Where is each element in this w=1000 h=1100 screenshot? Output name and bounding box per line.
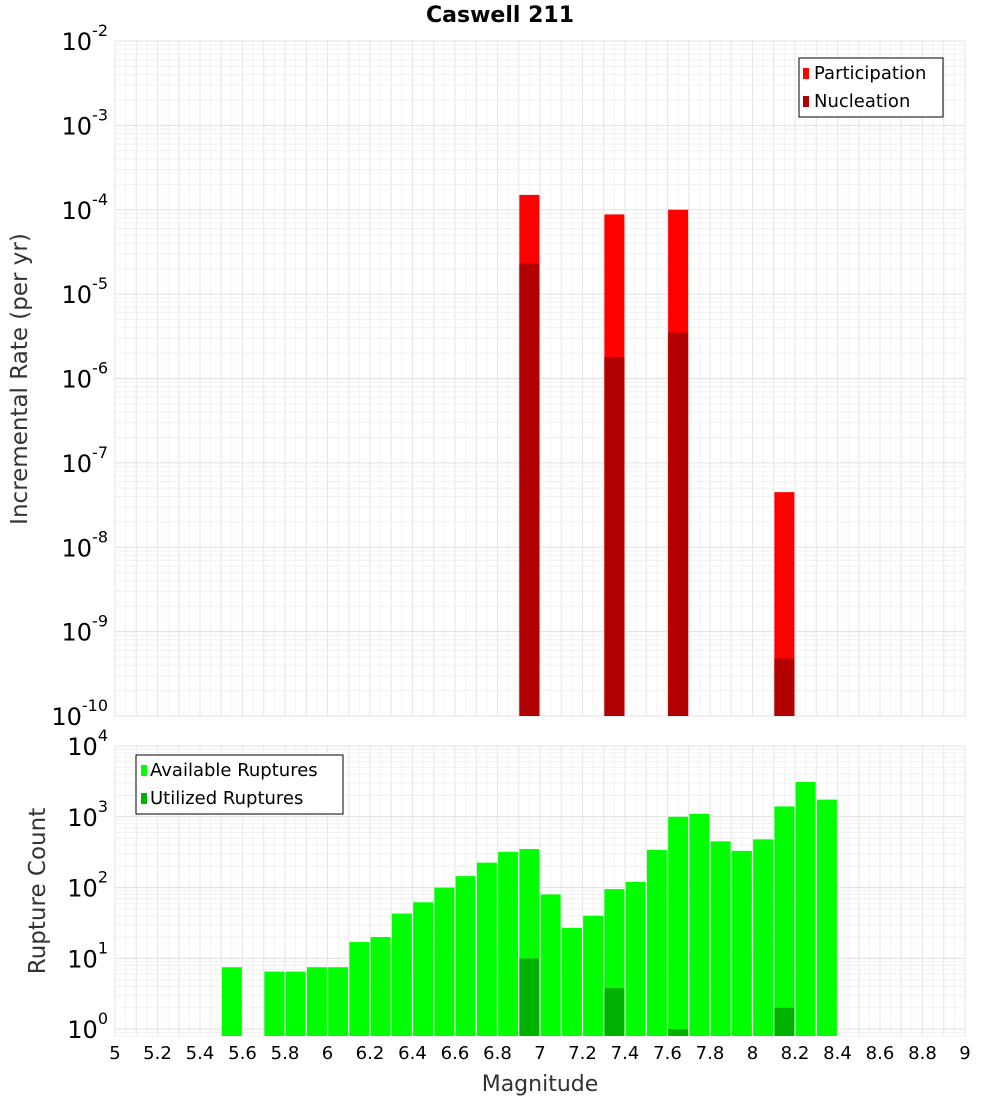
y-tick-label: 10-9 (62, 612, 109, 647)
bottom-available-ruptures-bar (498, 851, 519, 1036)
x-tick-label: 7.8 (696, 1043, 725, 1064)
bottom-y-tick-labels: 100 101 102 103 104 (67, 726, 108, 1044)
y-tick-label: 104 (67, 726, 108, 761)
top-nucleation-bar (519, 263, 540, 716)
bottom-available-ruptures-bar (646, 849, 667, 1036)
x-tick-label: 5 (109, 1043, 120, 1064)
x-tick-label: 7.4 (611, 1043, 640, 1064)
x-tick-label: 6.2 (356, 1043, 385, 1064)
available-legend-label: Available Ruptures (150, 760, 318, 781)
top-y-axis-label: Incremental Rate (per yr) (7, 233, 33, 525)
bottom-available-ruptures-bar (285, 971, 306, 1036)
bottom-available-ruptures-bar (306, 967, 327, 1036)
bottom-available-ruptures-bar (264, 971, 285, 1036)
bottom-available-ruptures-bar (625, 881, 646, 1036)
x-tick-label: 5.8 (271, 1043, 300, 1064)
y-tick-label: 103 (67, 797, 108, 832)
bottom-utilized-ruptures-bar (668, 1029, 689, 1036)
bottom-panel: 100 101 102 103 104 5 5.2 5.4 5.6 5.8 6 6.2 6.4 6.6 6… (25, 726, 971, 1097)
x-tick-label: 6.4 (398, 1043, 427, 1064)
x-tick-label: 5.2 (143, 1043, 172, 1064)
utilized-legend-label: Utilized Ruptures (150, 788, 303, 809)
bottom-available-ruptures-bar (328, 967, 349, 1036)
participation-legend-swatch (803, 68, 809, 79)
x-tick-label: 6.6 (441, 1043, 470, 1064)
bottom-available-ruptures-bar (583, 915, 604, 1036)
bottom-available-ruptures-bar (689, 813, 710, 1036)
participation-legend-label: Participation (814, 63, 926, 84)
x-tick-label: 8.8 (908, 1043, 937, 1064)
bottom-available-ruptures-bar (370, 937, 391, 1036)
bottom-utilized-ruptures-bar (774, 1007, 795, 1036)
bottom-available-ruptures-bar (816, 799, 837, 1036)
bottom-available-ruptures-bar (753, 839, 774, 1036)
nucleation-legend-label: Nucleation (814, 91, 910, 112)
x-tick-label: 8 (747, 1043, 758, 1064)
x-tick-labels: 5 5.2 5.4 5.6 5.8 6 6.2 6.4 6.6 6.8 7 7.2 7.4 7.6 7.8 8… (109, 1043, 970, 1064)
top-nucleation-bar (604, 356, 625, 716)
x-tick-label: 7.6 (653, 1043, 682, 1064)
x-tick-label: 7 (534, 1043, 545, 1064)
bottom-available-ruptures-bar (476, 862, 497, 1036)
bottom-available-ruptures-bar (434, 887, 455, 1036)
bottom-available-ruptures-bar (349, 942, 370, 1036)
y-tick-label: 10-3 (62, 105, 109, 140)
y-tick-label: 10-8 (62, 527, 109, 562)
y-tick-label: 10-5 (62, 274, 109, 309)
x-tick-label: 8.4 (823, 1043, 852, 1064)
bottom-available-ruptures-bar (540, 894, 561, 1036)
utilized-legend-swatch (141, 793, 147, 804)
x-tick-label: 5.6 (228, 1043, 257, 1064)
y-tick-label: 10-7 (62, 443, 109, 478)
bottom-utilized-ruptures-bar (519, 958, 540, 1036)
bottom-available-ruptures-bar (455, 876, 476, 1036)
bottom-legend-box (135, 754, 344, 815)
y-tick-label: 101 (67, 938, 108, 973)
available-legend-swatch (141, 765, 147, 776)
x-tick-label: 5.4 (186, 1043, 215, 1064)
bottom-available-ruptures-bar (710, 841, 731, 1036)
bottom-utilized-ruptures-bar (604, 988, 625, 1036)
x-tick-label: 9 (959, 1043, 970, 1064)
bottom-available-ruptures-bar (731, 850, 752, 1036)
top-panel: 10-10 10-9 10-8 10-7 10-6 10-5 10-4 10-3 10-2 In… (7, 21, 966, 731)
chart-title: Caswell 211 (426, 3, 574, 28)
y-tick-label: 102 (67, 868, 108, 903)
top-legend-box (798, 57, 944, 118)
x-tick-label: 8.6 (866, 1043, 895, 1064)
bottom-available-ruptures-bar (668, 816, 689, 1036)
y-tick-label: 10-6 (62, 359, 109, 394)
x-tick-label: 8.2 (781, 1043, 810, 1064)
top-bars (519, 194, 795, 717)
x-tick-label: 6 (322, 1043, 333, 1064)
bottom-legend: Available Ruptures Utilized Ruptures (135, 754, 344, 815)
bottom-available-ruptures-bar (795, 782, 816, 1036)
y-tick-label: 100 (67, 1009, 108, 1044)
x-tick-label: 6.8 (483, 1043, 512, 1064)
bottom-available-ruptures-bar (221, 967, 242, 1036)
top-nucleation-bar (668, 332, 689, 716)
x-tick-label: 7.2 (568, 1043, 597, 1064)
bottom-available-ruptures-bar (774, 806, 795, 1036)
top-gridlines (114, 40, 966, 717)
bottom-y-axis-label: Rupture Count (25, 808, 51, 974)
bottom-available-ruptures-bar (413, 902, 434, 1036)
nucleation-legend-swatch (803, 96, 809, 107)
bottom-bars (221, 782, 837, 1036)
top-legend: Participation Nucleation (798, 57, 944, 118)
bottom-available-ruptures-bar (391, 913, 412, 1036)
bottom-available-ruptures-bar (561, 927, 582, 1036)
y-tick-label: 10-4 (62, 190, 109, 225)
top-y-tick-labels: 10-10 10-9 10-8 10-7 10-6 10-5 10-4 10-3 10-2 (51, 21, 108, 731)
top-nucleation-bar (774, 658, 795, 716)
y-tick-label: 10-2 (62, 21, 109, 56)
x-axis-label: Magnitude (482, 1072, 599, 1097)
y-tick-label: 10-10 (51, 696, 108, 731)
